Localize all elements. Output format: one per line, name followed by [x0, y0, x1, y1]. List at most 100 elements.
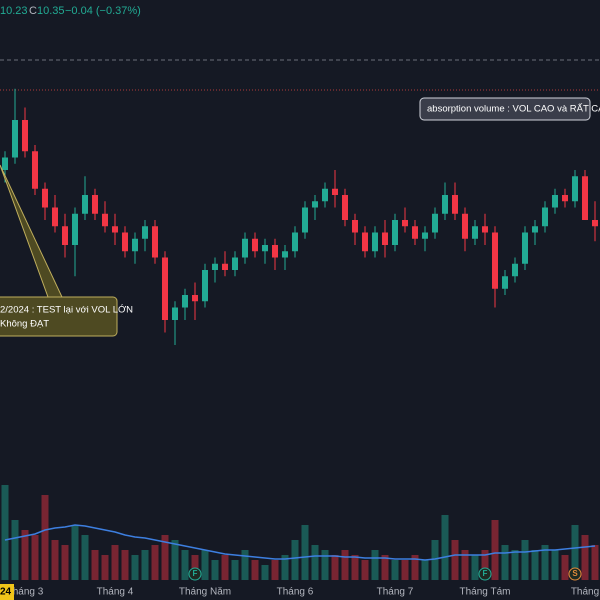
- candle-body: [392, 220, 398, 245]
- volume-bar: [241, 550, 249, 580]
- event-marker: [188, 567, 202, 581]
- callout-box: [419, 97, 591, 121]
- candle-body: [382, 232, 388, 245]
- event-label: S: [572, 569, 578, 578]
- candle-body: [192, 295, 198, 302]
- candle-body: [142, 226, 148, 239]
- x-tick-label: Tháng 6: [277, 587, 314, 598]
- volume-bar: [521, 540, 529, 580]
- callout-text: 2/2024 : TEST lại với VOL LỚN: [0, 305, 133, 316]
- candle-body: [292, 232, 298, 252]
- volume-bar: [361, 560, 369, 580]
- volume-bar: [511, 550, 519, 580]
- volume-bar: [411, 555, 419, 580]
- volume-bar: [31, 535, 39, 580]
- callout-text: absorption volume : VOL CAO và RẤT CAO: [427, 104, 600, 115]
- candle-body: [512, 263, 518, 277]
- candle-body: [312, 201, 318, 208]
- candle-body: [332, 188, 338, 195]
- candle-body: [92, 195, 98, 214]
- candle-body: [62, 226, 68, 245]
- volume-bar: [251, 560, 259, 580]
- candle-body: [562, 195, 568, 202]
- volume-bar: [401, 560, 409, 580]
- candle-body: [222, 263, 228, 270]
- volume-bar: [51, 540, 59, 580]
- x-tick-label: Tháng Năm: [179, 587, 231, 598]
- candle-body: [302, 207, 308, 233]
- volume-bar: [491, 520, 499, 580]
- candle-body: [52, 207, 58, 227]
- candle-body: [72, 213, 78, 245]
- candle-body: [402, 220, 408, 227]
- volume-bar: [381, 555, 389, 580]
- candle-body: [152, 226, 158, 258]
- volume-bar: [1, 485, 9, 580]
- volume-bar: [561, 555, 569, 580]
- header-close: 10.35: [37, 5, 65, 17]
- candle-body: [522, 232, 528, 264]
- candle-body: [272, 245, 278, 258]
- volume-bar: [121, 550, 129, 580]
- volume-bar: [301, 525, 309, 580]
- volume-bar: [271, 560, 279, 580]
- volume-bar: [111, 545, 119, 580]
- volume-bar: [311, 545, 319, 580]
- candle-body: [112, 226, 118, 233]
- volume-bar: [201, 550, 209, 580]
- volume-bar: [391, 560, 399, 580]
- volume-bar: [21, 530, 29, 580]
- candle-body: [472, 226, 478, 239]
- volume-bar: [71, 525, 79, 580]
- volume-bar: [41, 495, 49, 580]
- volume-bar: [341, 550, 349, 580]
- candle-body: [552, 195, 558, 208]
- volume-bar: [371, 550, 379, 580]
- event-marker: [568, 567, 582, 581]
- candle-body: [262, 245, 268, 252]
- candle-body: [492, 232, 498, 289]
- candle-body: [232, 257, 238, 270]
- candle-body: [442, 195, 448, 214]
- volume-bar: [461, 550, 469, 580]
- header-close-prefix: C: [29, 5, 37, 17]
- volume-bar: [281, 555, 289, 580]
- volume-bar: [291, 540, 299, 580]
- candle-body: [282, 251, 288, 258]
- candle-body: [32, 151, 38, 189]
- volume-bar: [441, 515, 449, 580]
- candle-body: [582, 176, 588, 220]
- volume-bar: [501, 545, 509, 580]
- volume-bar: [541, 545, 549, 580]
- candle-body: [452, 195, 458, 214]
- candle-body: [2, 157, 8, 170]
- candle-body: [462, 213, 468, 239]
- volume-bar: [331, 555, 339, 580]
- volume-bar: [431, 540, 439, 580]
- candle-body: [572, 176, 578, 202]
- volume-bar: [481, 550, 489, 580]
- candle-body: [592, 220, 598, 227]
- crosshair-label: 24: [0, 587, 12, 598]
- volume-bar: [211, 560, 219, 580]
- candle-body: [352, 220, 358, 233]
- volume-bar: [581, 535, 589, 580]
- volume-bar: [91, 550, 99, 580]
- volume-bar: [451, 540, 459, 580]
- candle-body: [372, 232, 378, 252]
- volume-bar: [61, 545, 69, 580]
- volume-bar: [231, 560, 239, 580]
- event-marker: [478, 567, 492, 581]
- callout-text: Không ĐẠT: [0, 319, 49, 330]
- candle-body: [122, 232, 128, 252]
- candle-body: [532, 226, 538, 233]
- volume-bar: [551, 550, 559, 580]
- volume-bar: [181, 550, 189, 580]
- candle-body: [132, 238, 138, 252]
- volume-bar: [221, 555, 229, 580]
- x-tick-label: Tháng 4: [97, 587, 134, 598]
- volume-bar: [421, 560, 429, 580]
- candle-body: [202, 270, 208, 302]
- volume-bar: [151, 545, 159, 580]
